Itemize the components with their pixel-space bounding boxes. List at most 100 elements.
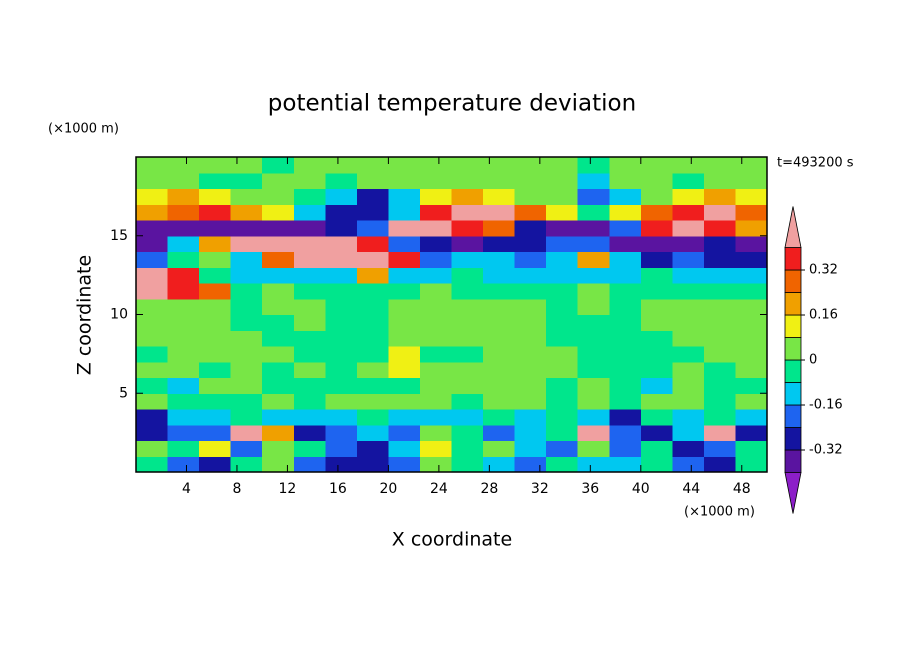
contour-cell — [293, 283, 326, 300]
contour-cell — [640, 330, 673, 347]
contour-cell — [609, 440, 642, 457]
contour-cell — [230, 204, 263, 221]
contour-cell — [514, 346, 547, 363]
x-tick-label: 28 — [480, 481, 498, 497]
x-unit: (×1000 m) — [684, 505, 755, 520]
contour-cell — [546, 267, 579, 284]
contour-cell — [199, 298, 232, 316]
contour-cell — [388, 172, 421, 190]
contour-cell — [419, 251, 453, 268]
contour-cell — [703, 251, 737, 268]
contour-cell — [262, 314, 295, 331]
contour-cell — [577, 440, 610, 457]
contour-cell — [325, 424, 358, 442]
contour-cell — [325, 204, 358, 221]
contour-cell — [167, 346, 200, 363]
contour-cell — [325, 188, 358, 205]
y-axis-title: Z coordinate — [74, 255, 96, 375]
contour-cell — [262, 298, 295, 316]
contour-cell — [388, 283, 421, 300]
contour-cell — [483, 188, 516, 205]
contour-cell — [609, 298, 642, 316]
y-tick-label: 10 — [110, 307, 128, 323]
contour-cell — [640, 251, 673, 268]
contour-cell — [230, 251, 263, 268]
contour-cell — [356, 298, 389, 316]
contour-cell — [136, 409, 169, 426]
contour-cell — [230, 267, 263, 284]
contour-cell — [293, 330, 326, 347]
contour-cell — [262, 346, 295, 363]
contour-cell — [546, 330, 579, 347]
contour-cell — [514, 314, 547, 331]
contour-cell — [640, 409, 673, 426]
x-axis-title: X coordinate — [392, 529, 512, 551]
contour-cell — [672, 235, 705, 253]
contour-cell — [672, 393, 705, 410]
colorbar: -0.32 -0.16 0 0.16 0.32 — [784, 206, 843, 514]
contour-cell — [640, 220, 673, 237]
contour-cell — [325, 330, 358, 347]
contour-cell — [325, 393, 358, 410]
contour-cell — [514, 409, 547, 426]
contour-cell — [577, 424, 610, 442]
contour-cell — [514, 251, 547, 268]
contour-cell — [609, 188, 642, 205]
contour-cell — [672, 456, 705, 473]
contour-cell — [388, 314, 421, 331]
contour-cell — [388, 251, 421, 268]
contour-cell — [356, 204, 389, 221]
contour-cell — [388, 377, 421, 394]
contour-cell — [672, 440, 705, 457]
contour-cell — [735, 204, 768, 221]
contour-cell — [167, 220, 200, 237]
contour-cell — [199, 314, 232, 331]
contour-cell — [325, 157, 358, 174]
contour-cell — [419, 377, 453, 394]
contour-cell — [230, 157, 263, 174]
contour-cell — [451, 172, 484, 190]
contour-cell — [514, 235, 547, 253]
contour-cell — [514, 424, 547, 442]
contour-cell — [419, 204, 453, 221]
contour-cell — [356, 172, 389, 190]
contour-cell — [230, 235, 263, 253]
contour-cell — [609, 330, 642, 347]
contour-cell — [703, 393, 737, 410]
contour-cell — [230, 440, 263, 457]
contour-cell — [609, 220, 642, 237]
chart-title: potential temperature deviation — [268, 91, 636, 117]
contour-cell — [609, 251, 642, 268]
contour-cell — [546, 456, 579, 473]
contour-cell — [293, 220, 326, 237]
contour-cell — [325, 267, 358, 284]
contour-cell — [199, 157, 232, 174]
contour-cell — [388, 424, 421, 442]
contour-cell — [672, 220, 705, 237]
contour-cell — [451, 314, 484, 331]
contour-cell — [167, 393, 200, 410]
contour-cell — [483, 409, 516, 426]
contour-cell — [640, 235, 673, 253]
y-tick-label: 15 — [110, 228, 128, 244]
colorbar-tick-label: -0.32 — [809, 443, 843, 458]
contour-cell — [419, 346, 453, 363]
contour-cell — [136, 251, 169, 268]
contour-cell — [325, 251, 358, 268]
contour-cell — [514, 298, 547, 316]
contour-cell — [167, 314, 200, 331]
contour-cell — [609, 204, 642, 221]
contour-cell — [199, 204, 232, 221]
contour-cell — [514, 456, 547, 473]
contour-cell — [356, 346, 389, 363]
contour-cell — [514, 361, 547, 379]
contour-cell — [672, 251, 705, 268]
contour-cell — [640, 298, 673, 316]
contour-cell — [293, 456, 326, 473]
contour-cell — [451, 283, 484, 300]
contour-cell — [451, 393, 484, 410]
contour-cell — [388, 393, 421, 410]
contour-cell — [199, 456, 232, 473]
contour-cell — [672, 283, 705, 300]
